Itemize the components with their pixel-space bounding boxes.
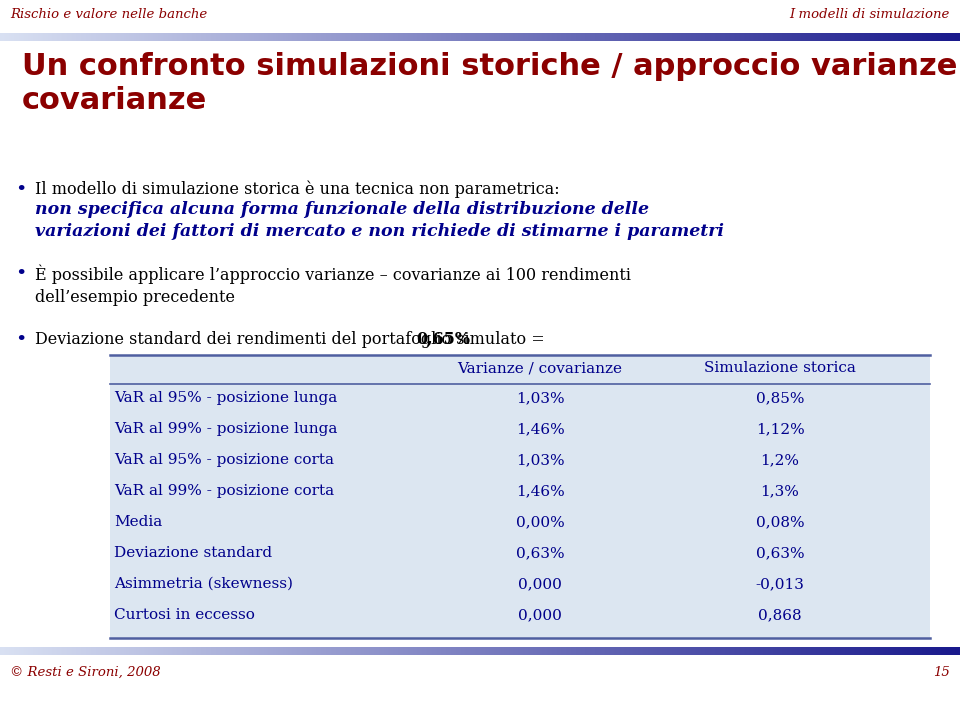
Text: Il modello di simulazione storica è una tecnica non parametrica:: Il modello di simulazione storica è una … xyxy=(35,181,560,199)
Text: -0,013: -0,013 xyxy=(756,577,804,591)
Text: 0,63%: 0,63% xyxy=(756,546,804,560)
Text: © Resti e Sironi, 2008: © Resti e Sironi, 2008 xyxy=(10,666,160,679)
Text: 0,08%: 0,08% xyxy=(756,515,804,529)
Text: 0,63%: 0,63% xyxy=(516,546,564,560)
Text: Rischio e valore nelle banche: Rischio e valore nelle banche xyxy=(10,8,207,21)
Text: Asimmetria (skewness): Asimmetria (skewness) xyxy=(114,577,293,591)
Text: È possibile applicare l’approccio varianze – covarianze ai 100 rendimenti
dell’e: È possibile applicare l’approccio varian… xyxy=(35,265,631,306)
Text: Deviazione standard: Deviazione standard xyxy=(114,546,272,560)
Text: 0,85%: 0,85% xyxy=(756,391,804,405)
Text: •: • xyxy=(15,265,26,283)
Text: 1,12%: 1,12% xyxy=(756,422,804,436)
Text: 0,65%: 0,65% xyxy=(417,331,470,348)
Text: 1,3%: 1,3% xyxy=(760,484,800,498)
Text: VaR al 99% - posizione corta: VaR al 99% - posizione corta xyxy=(114,484,334,498)
Text: I modelli di simulazione: I modelli di simulazione xyxy=(790,8,950,21)
Text: 0,000: 0,000 xyxy=(518,608,562,622)
Text: 0,00%: 0,00% xyxy=(516,515,564,529)
Text: 0,868: 0,868 xyxy=(758,608,802,622)
Text: Varianze / covarianze: Varianze / covarianze xyxy=(458,361,622,375)
Text: Un confronto simulazioni storiche / approccio varianze -
covarianze: Un confronto simulazioni storiche / appr… xyxy=(22,52,960,115)
Text: VaR al 95% - posizione corta: VaR al 95% - posizione corta xyxy=(114,453,334,467)
Text: non specifica alcuna forma funzionale della distribuzione delle
variazioni dei f: non specifica alcuna forma funzionale de… xyxy=(35,201,724,240)
Text: 15: 15 xyxy=(933,666,950,679)
Bar xyxy=(110,355,930,638)
Text: VaR al 95% - posizione lunga: VaR al 95% - posizione lunga xyxy=(114,391,337,405)
Text: 1,46%: 1,46% xyxy=(516,422,564,436)
Text: Simulazione storica: Simulazione storica xyxy=(704,361,856,375)
Text: 1,03%: 1,03% xyxy=(516,391,564,405)
Text: •: • xyxy=(15,331,26,349)
Text: 1,46%: 1,46% xyxy=(516,484,564,498)
Text: 0,000: 0,000 xyxy=(518,577,562,591)
Text: 1,2%: 1,2% xyxy=(760,453,800,467)
Text: VaR al 99% - posizione lunga: VaR al 99% - posizione lunga xyxy=(114,422,337,436)
Text: Deviazione standard dei rendimenti del portafoglio simulato =: Deviazione standard dei rendimenti del p… xyxy=(35,331,550,348)
Text: 1,03%: 1,03% xyxy=(516,453,564,467)
Text: Curtosi in eccesso: Curtosi in eccesso xyxy=(114,608,254,622)
Text: •: • xyxy=(15,181,26,199)
Text: Media: Media xyxy=(114,515,162,529)
